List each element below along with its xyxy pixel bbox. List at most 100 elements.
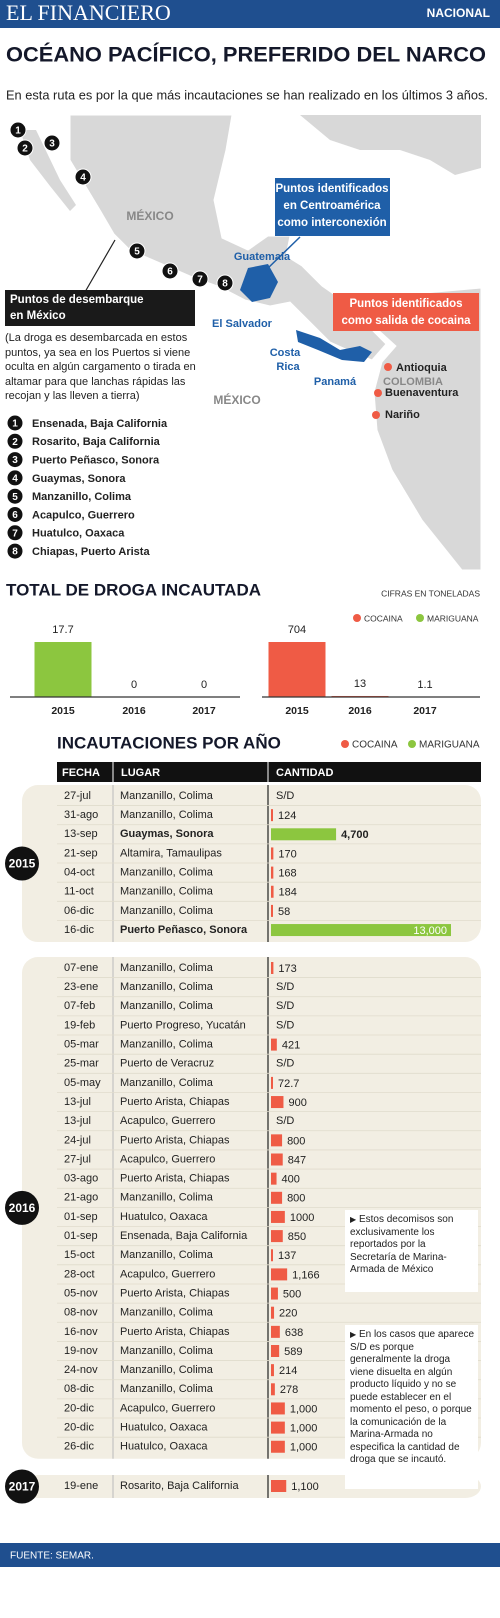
date-cell: 05-nov (64, 1287, 98, 1299)
landing-box-line: en México (10, 310, 66, 322)
place-cell: Manzanillo, Colima (120, 1000, 214, 1012)
value-label: 214 (279, 1365, 297, 1377)
place-cell: Puerto Arista, Chiapas (120, 1287, 230, 1299)
map-marker-number: 7 (197, 275, 203, 286)
year-label: 2017 (9, 1480, 36, 1494)
map-marker (128, 242, 146, 260)
place-cell: Manzanillo, Colima (120, 1249, 214, 1261)
map-marker (16, 139, 34, 157)
list-marker (7, 488, 23, 504)
map-marker-number: 3 (49, 139, 55, 150)
group-background (22, 785, 481, 943)
place-cell: Puerto Arista, Chiapas (120, 1173, 230, 1185)
place-cell: Manzanillo, Colima (120, 1345, 214, 1357)
date-cell: 27-jul (64, 1153, 91, 1165)
place-cell: Manzanillo, Colima (120, 790, 214, 802)
x-tick-label: 2017 (192, 705, 216, 717)
quantity-bar (271, 809, 273, 822)
quantity-bar (271, 847, 274, 860)
value-label: 58 (278, 906, 290, 918)
value-label: 400 (282, 1174, 300, 1186)
land-baja (20, 130, 76, 211)
value-label: 638 (285, 1327, 303, 1339)
header-bar (0, 0, 500, 28)
value-label: 1,000 (290, 1442, 318, 1454)
map: MÉXICO MÉXICO Guatemala El Salvador Cost… (5, 114, 482, 571)
column-header: FECHA (62, 767, 100, 779)
date-cell: 01-sep (64, 1211, 98, 1223)
value-label: 704 (288, 624, 306, 636)
list-number: 7 (12, 528, 18, 539)
quantity-bar (271, 1325, 280, 1338)
map-marker-number: 4 (80, 173, 86, 184)
bar (34, 642, 92, 697)
value-label: 13,000 (413, 925, 447, 937)
value-label: 800 (287, 1135, 305, 1147)
date-cell: 24-jul (64, 1134, 91, 1146)
list-marker (7, 525, 23, 541)
place-cell: Acapulco, Guerrero (120, 1268, 215, 1280)
value-label: 800 (287, 1193, 305, 1205)
list-number: 8 (12, 547, 18, 558)
subtitle: En esta ruta es por la que más incautaci… (6, 88, 488, 102)
map-label: MÉXICO (213, 392, 260, 407)
land-usa (300, 115, 481, 175)
land-south-america (343, 287, 482, 571)
place-cell: Acapulco, Guerrero (120, 1153, 215, 1165)
value-label: 220 (279, 1308, 297, 1320)
list-marker (7, 543, 23, 559)
value-label: 850 (288, 1231, 306, 1243)
place-cell: Manzanillo, Colima (120, 1383, 214, 1395)
place-cell: Rosarito, Baja California (120, 1480, 239, 1492)
place-cell: Huatulco, Oaxaca (120, 1441, 208, 1453)
map-marker (74, 168, 92, 186)
map-label: Buenaventura (385, 387, 459, 399)
region-costa-rica-panama (296, 330, 372, 362)
list-marker (7, 452, 23, 468)
map-label: COLOMBIA (383, 376, 443, 388)
quantity-bar (271, 1421, 285, 1434)
place-cell: Manzanillo, Colima (120, 1077, 214, 1089)
quantity-bar (271, 1172, 277, 1185)
legend-swatch (341, 740, 349, 748)
place-cell: Puerto Arista, Chiapas (120, 1134, 230, 1146)
bar (268, 642, 326, 697)
value-label: 170 (278, 848, 296, 860)
list-number: 2 (12, 437, 18, 448)
footer-bar (0, 1543, 500, 1567)
exit-point (384, 363, 392, 371)
map-label: Rica (276, 361, 300, 373)
value-label: 900 (288, 1097, 306, 1109)
value-label: S/D (276, 981, 294, 993)
place-cell: Manzanillo, Colima (120, 809, 214, 821)
date-cell: 04-oct (64, 867, 95, 879)
date-cell: 28-oct (64, 1268, 95, 1280)
list-label: Puerto Peñasco, Sonora (32, 455, 160, 467)
value-label: 1,166 (292, 1269, 320, 1281)
central-box (275, 178, 390, 236)
quantity-bar (271, 1134, 283, 1147)
value-label: 1000 (290, 1212, 314, 1224)
date-cell: 06-dic (64, 905, 94, 917)
quantity-bar (271, 1268, 288, 1281)
date-cell: 26-dic (64, 1441, 94, 1453)
quantity-bar (271, 866, 274, 879)
date-cell: 19-nov (64, 1345, 98, 1357)
leader-line (84, 239, 116, 293)
landing-box (5, 290, 195, 326)
date-cell: 19-feb (64, 1019, 95, 1031)
place-cell: Puerto Arista, Chiapas (120, 1096, 230, 1108)
note: ▶ En los casos que aparece S/D es porque… (350, 1329, 474, 1467)
map-marker-number: 1 (15, 126, 21, 137)
year-label: 2015 (9, 857, 36, 871)
place-cell: Manzanillo, Colima (120, 1364, 214, 1376)
value-label: 0 (131, 679, 137, 691)
value-label: 137 (278, 1250, 296, 1262)
date-cell: 20-dic (64, 1402, 94, 1414)
date-cell: 20-dic (64, 1422, 94, 1434)
value-label: 184 (279, 887, 297, 899)
date-cell: 24-nov (64, 1364, 98, 1376)
title: OCÉANO PACÍFICO, PREFERIDO DEL NARCO (6, 44, 486, 67)
list-label: Ensenada, Baja California (32, 418, 168, 430)
list-number: 4 (12, 474, 18, 485)
